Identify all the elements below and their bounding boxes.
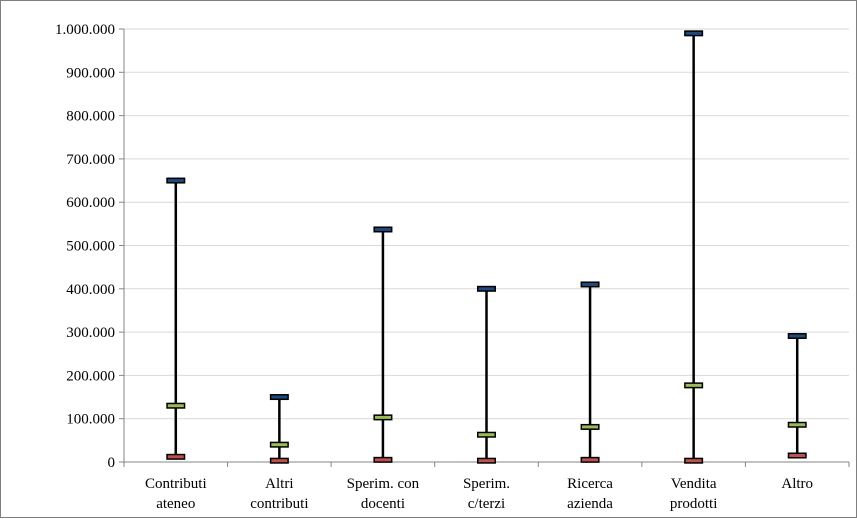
x-tick-label-line: Vendita <box>671 476 717 492</box>
x-tick-label-line: Sperim. <box>463 476 510 492</box>
x-tick-label-line: c/terzi <box>468 496 505 512</box>
y-tick-label: 500.000 <box>66 239 115 255</box>
y-tick-label: 700.000 <box>66 152 115 168</box>
x-tick-label-line: Contributi <box>145 476 207 492</box>
x-tick-label: Contributi ateneo <box>145 476 207 512</box>
x-tick-label: Vendita prodotti <box>670 476 718 512</box>
y-tick-label: 900.000 <box>66 65 115 81</box>
value-marker <box>789 423 805 426</box>
value-marker <box>271 459 287 462</box>
value-marker <box>168 179 184 182</box>
value-marker <box>168 455 184 458</box>
axes <box>119 29 849 467</box>
value-marker <box>686 459 702 462</box>
value-marker <box>582 283 598 286</box>
value-marker <box>686 384 702 387</box>
y-tick-label: 800.000 <box>66 109 115 125</box>
value-marker <box>375 458 391 461</box>
x-tick-label-line: contributi <box>250 496 308 512</box>
x-tick-label-line: Altri <box>265 476 293 492</box>
x-tick-label: Sperim. con docenti <box>347 476 420 512</box>
x-tick-label: Sperim. c/terzi <box>463 476 510 512</box>
x-tick-label: Altri contributi <box>250 476 308 512</box>
value-marker <box>271 443 287 446</box>
value-marker <box>582 458 598 461</box>
x-tick-label-line: azienda <box>567 496 613 512</box>
value-marker <box>271 396 287 399</box>
range-marks <box>166 30 806 463</box>
y-tick-label: 200.000 <box>66 368 115 384</box>
y-tick-label: 300.000 <box>66 325 115 341</box>
x-tick-label: Altro <box>781 476 813 492</box>
x-tick-label-line: Altro <box>781 476 813 492</box>
value-marker <box>479 287 495 290</box>
value-marker <box>582 425 598 428</box>
y-tick-label: 1.000.000 <box>55 22 115 38</box>
value-marker <box>375 416 391 419</box>
x-tick-label-line: ateneo <box>156 496 195 512</box>
y-tick-label: 100.000 <box>66 412 115 428</box>
value-marker <box>789 334 805 337</box>
value-marker <box>686 32 702 35</box>
value-marker <box>479 459 495 462</box>
x-tick-label-line: docenti <box>361 496 405 512</box>
x-tick-label-line: Ricerca <box>567 476 613 492</box>
x-tick-label-line: prodotti <box>670 496 718 512</box>
value-marker <box>168 404 184 407</box>
x-tick-label-line: Sperim. con <box>347 476 420 492</box>
value-marker <box>375 228 391 231</box>
y-tick-labels: 0 100.000 200.000 300.000 400.000 500.000 600.… <box>55 22 115 471</box>
value-marker <box>789 454 805 457</box>
y-tick-label: 600.000 <box>66 195 115 211</box>
x-tick-label: Ricerca azienda <box>567 476 613 512</box>
x-tick-labels: Contributi ateneo Altri contributi Sperim. c… <box>145 476 813 512</box>
value-marker <box>479 433 495 436</box>
y-tick-label: 0 <box>108 455 116 471</box>
y-tick-label: 400.000 <box>66 282 115 298</box>
